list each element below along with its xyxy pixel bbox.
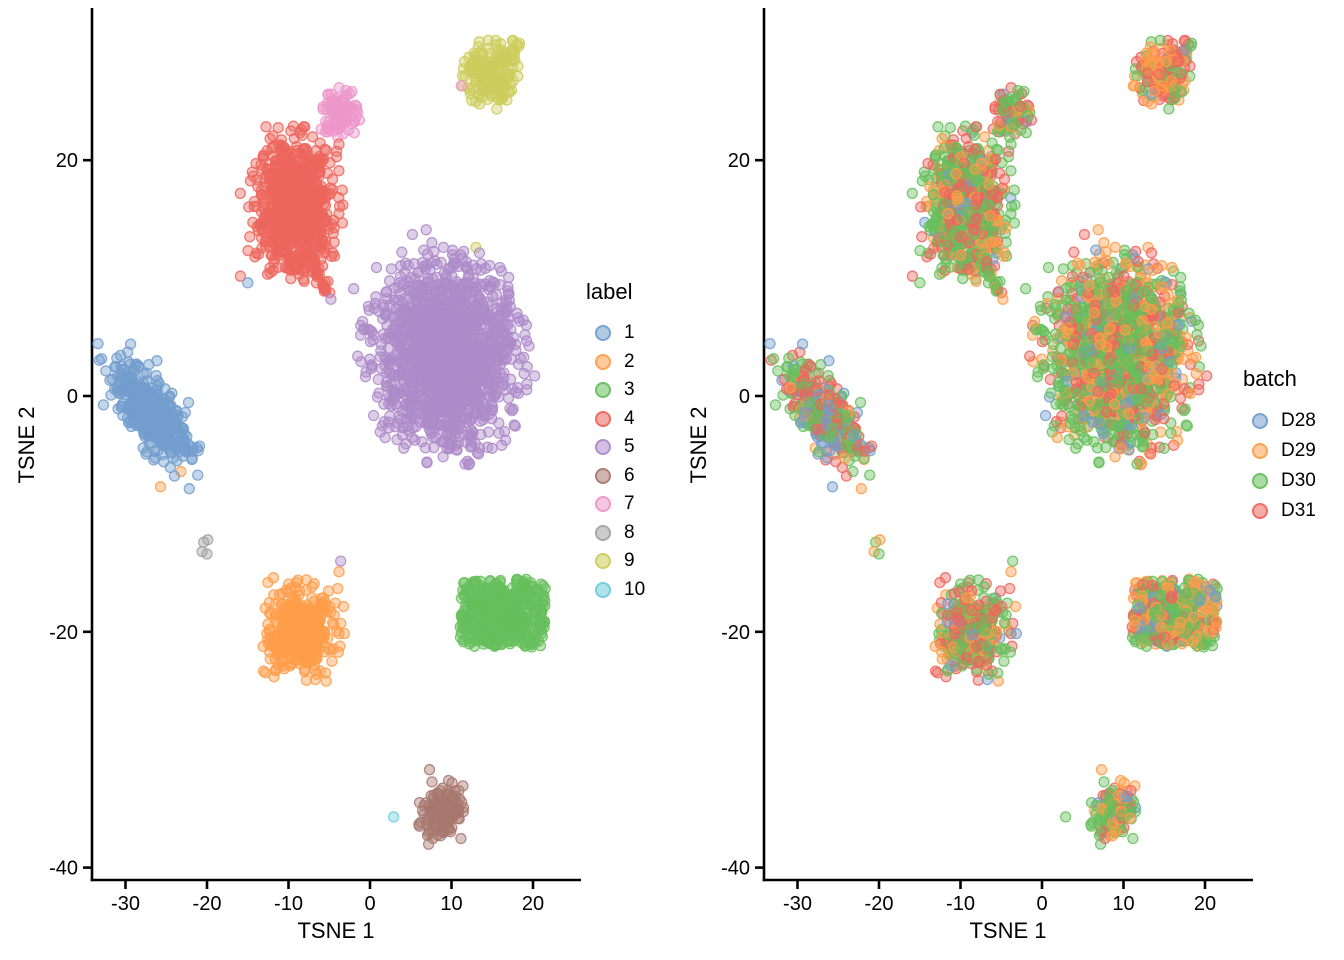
legend-item-label: 10 — [624, 578, 646, 600]
right-y-tick-label: -40 — [721, 858, 750, 880]
right-cluster-5-points — [997, 224, 1213, 567]
legend-item-5: 5 — [586, 433, 645, 462]
legend-item-3: 3 — [586, 376, 645, 405]
legend-key-dot — [595, 382, 611, 399]
legend-key-dot — [595, 524, 611, 541]
legend-key-dot — [595, 410, 611, 427]
right-x-axis-title: TSNE 1 — [969, 918, 1047, 943]
legend-key-dot — [595, 439, 611, 456]
legend-key-dot — [595, 325, 611, 342]
legend-item-label: 4 — [624, 407, 635, 429]
legend-item-label: D30 — [1281, 470, 1316, 491]
right-cluster-6-points — [1085, 764, 1142, 850]
label-legend-items: 1 2 3 4 5 6 7 8 9 10 — [586, 319, 645, 604]
legend-item-D28: D28 — [1243, 406, 1316, 436]
legend-item-8: 8 — [586, 519, 645, 548]
right-x-tick-label: 10 — [1112, 893, 1134, 915]
left-x-tick-label: -20 — [193, 893, 222, 915]
batch-legend-title: batch — [1243, 366, 1297, 391]
legend-item-label: D28 — [1281, 410, 1316, 431]
right-cluster-4-points — [906, 120, 1021, 299]
legend-item-6: 6 — [586, 462, 645, 491]
left-x-tick-label: -10 — [274, 893, 303, 915]
left-x-tick-label: 20 — [522, 893, 544, 915]
right-y-tick-label: -20 — [721, 622, 750, 644]
legend-item-label: 2 — [624, 350, 635, 372]
left-x-axis-title: TSNE 1 — [297, 918, 375, 943]
legend-item-10: 10 — [586, 576, 645, 605]
legend-item-label: 3 — [624, 379, 635, 401]
legend-item-label: 8 — [624, 521, 635, 543]
left-y-tick-label: 20 — [56, 150, 78, 172]
left-cluster-7-points — [315, 81, 366, 143]
right-cluster-8-points — [868, 534, 886, 560]
left-cluster-1-points — [92, 277, 254, 495]
legend-item-4: 4 — [586, 405, 645, 434]
left-cluster-9-points — [455, 34, 526, 254]
legend-item-D31: D31 — [1243, 496, 1316, 526]
left-cluster-6-points — [413, 764, 470, 850]
legend-item-D30: D30 — [1243, 466, 1316, 496]
left-x-tick-label: -30 — [111, 893, 140, 915]
right-cluster-10-points — [1059, 811, 1072, 823]
right-x-tick-label: 0 — [1036, 893, 1047, 915]
left-panel-axes: -30 -20 -10 0 10 20 20 0 -20 -40 — [49, 8, 581, 915]
right-y-axis-title: TSNE 2 — [686, 406, 711, 484]
legend-item-7: 7 — [586, 490, 645, 519]
legend-key-dot — [1252, 443, 1268, 459]
legend-item-label: 9 — [624, 550, 635, 572]
right-x-tick-label: 20 — [1194, 893, 1216, 915]
right-y-tick-label: 20 — [728, 150, 750, 172]
right-panel-axes: -30 -20 -10 0 10 20 20 0 -20 -40 — [721, 8, 1253, 915]
left-x-tick-label: 10 — [440, 893, 462, 915]
legend-item-9: 9 — [586, 547, 645, 576]
left-y-tick-label: -40 — [49, 858, 78, 880]
right-cluster-7-points — [987, 81, 1038, 143]
left-cluster-8-points — [196, 534, 214, 560]
legend-item-2: 2 — [586, 348, 645, 377]
legend-item-label: 7 — [624, 493, 635, 515]
right-cluster-9-points — [1127, 34, 1198, 254]
legend-key-dot — [595, 353, 611, 370]
left-y-tick-label: -20 — [49, 622, 78, 644]
legend-item-label: 1 — [624, 322, 635, 344]
right-x-tick-label: -10 — [946, 893, 975, 915]
legend-key-dot — [1252, 413, 1268, 429]
right-cluster-1-points — [764, 277, 926, 495]
right-cluster-2-points — [929, 566, 1022, 687]
left-y-axis-title: TSNE 2 — [14, 406, 39, 484]
label-legend: label 1 2 3 4 5 6 7 8 9 10 — [586, 279, 645, 604]
right-x-tick-label: -30 — [783, 893, 812, 915]
legend-item-label: D31 — [1281, 500, 1316, 521]
legend-key-dot — [595, 553, 611, 570]
legend-key-dot — [595, 467, 611, 484]
legend-key-dot — [1252, 473, 1268, 489]
left-cluster-2-points — [257, 566, 350, 687]
right-x-tick-label: -20 — [865, 893, 894, 915]
left-cluster-5-points — [325, 224, 541, 567]
legend-key-dot — [595, 581, 611, 598]
left-cluster-10-points — [387, 811, 400, 823]
right-cluster-3-points — [1126, 573, 1223, 653]
left-x-tick-label: 0 — [364, 893, 375, 915]
legend-item-D29: D29 — [1243, 436, 1316, 466]
legend-item-label: D29 — [1281, 440, 1316, 461]
legend-item-label: 5 — [624, 436, 635, 458]
left-cluster-3-points — [454, 573, 551, 653]
batch-legend: batch D28 D29 D30 D31 — [1243, 366, 1316, 526]
batch-legend-items: D28 D29 D30 D31 — [1243, 406, 1316, 526]
left-y-tick-label: 0 — [67, 386, 78, 408]
legend-key-dot — [595, 496, 611, 513]
legend-item-1: 1 — [586, 319, 645, 348]
right-y-tick-label: 0 — [739, 386, 750, 408]
legend-item-label: 6 — [624, 464, 635, 486]
label-legend-title: label — [586, 279, 633, 304]
legend-key-dot — [1252, 503, 1268, 519]
left-cluster-4-points — [234, 120, 349, 299]
